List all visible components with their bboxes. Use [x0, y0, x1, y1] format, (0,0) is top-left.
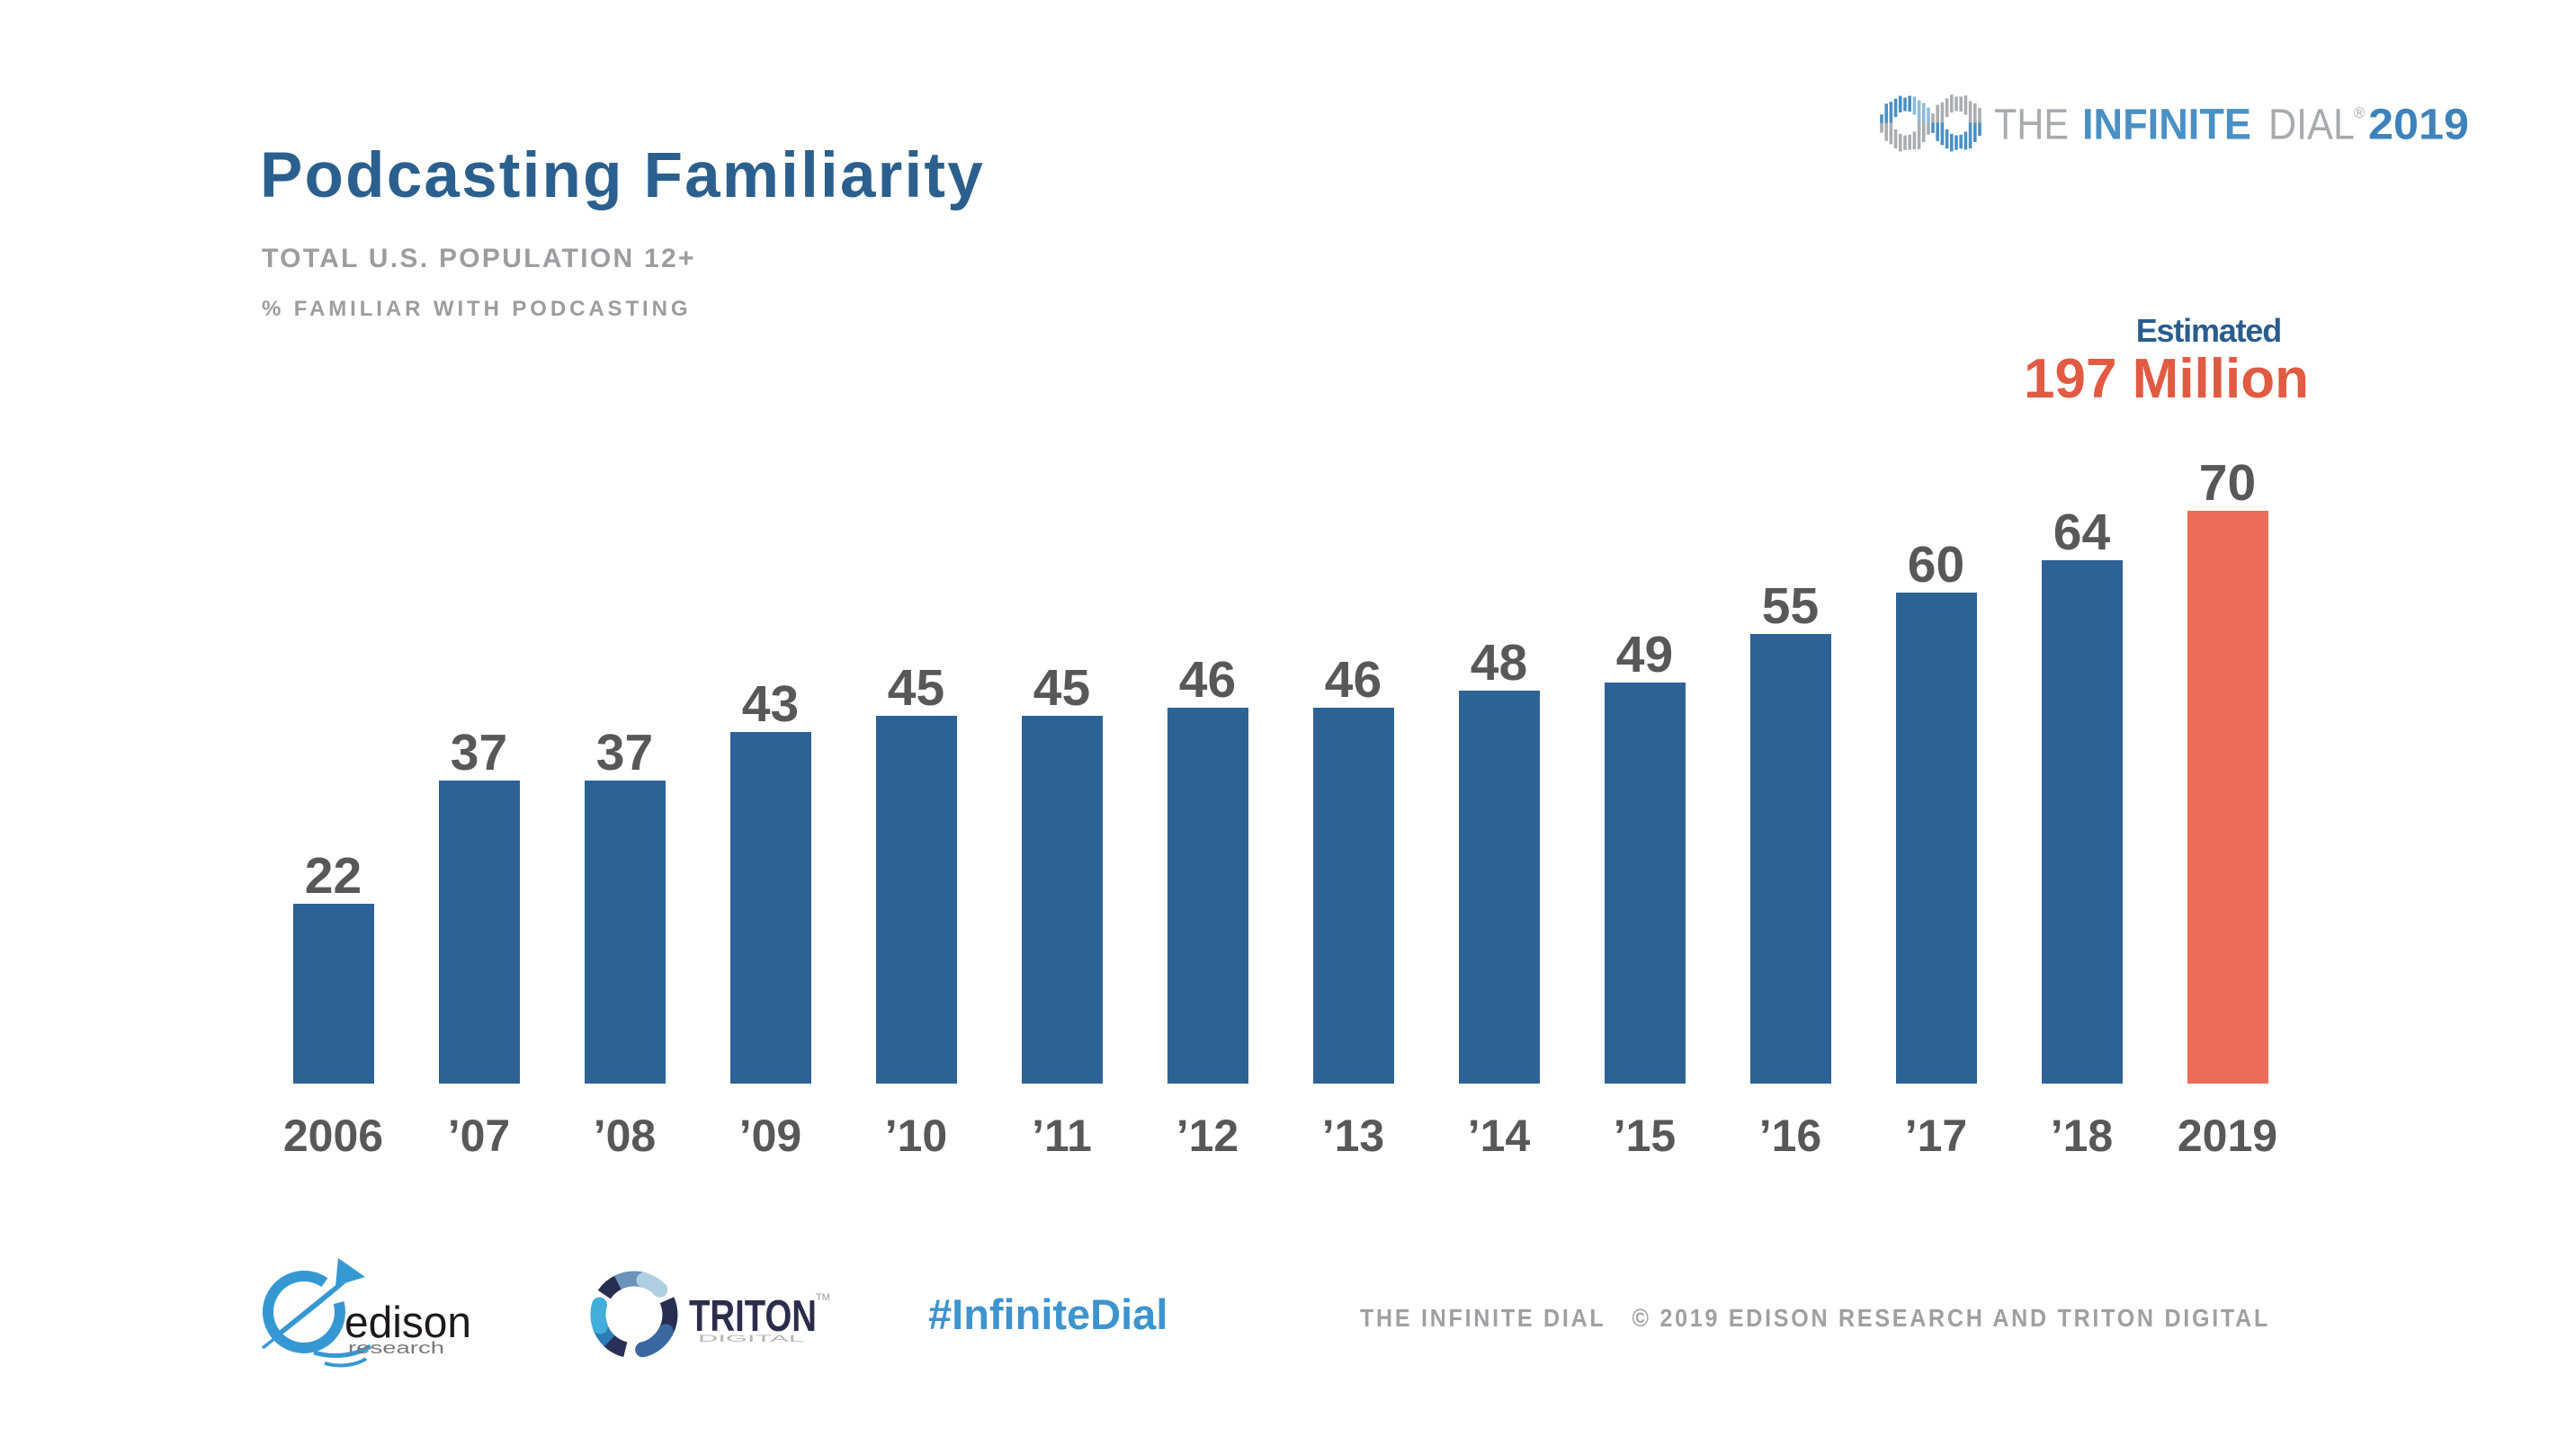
svg-text:2019: 2019 [2368, 102, 2469, 149]
svg-text:edison: edison [344, 1299, 471, 1347]
svg-text:DIGITAL: DIGITAL [698, 1334, 804, 1344]
svg-text:®: ® [2354, 104, 2366, 121]
svg-text:INFINITE: INFINITE [2082, 102, 2251, 149]
svg-text:DIAL: DIAL [2268, 102, 2355, 149]
svg-text:TM: TM [816, 1292, 830, 1303]
svg-text:research: research [348, 1339, 444, 1357]
svg-text:THE: THE [1994, 102, 2069, 149]
svg-text:TRITON: TRITON [689, 1292, 817, 1341]
svg-text:THE INFINITE DIAL © 2019 EDI: THE INFINITE DIAL © 2019 EDISON RESEARCH… [1360, 1304, 2270, 1332]
